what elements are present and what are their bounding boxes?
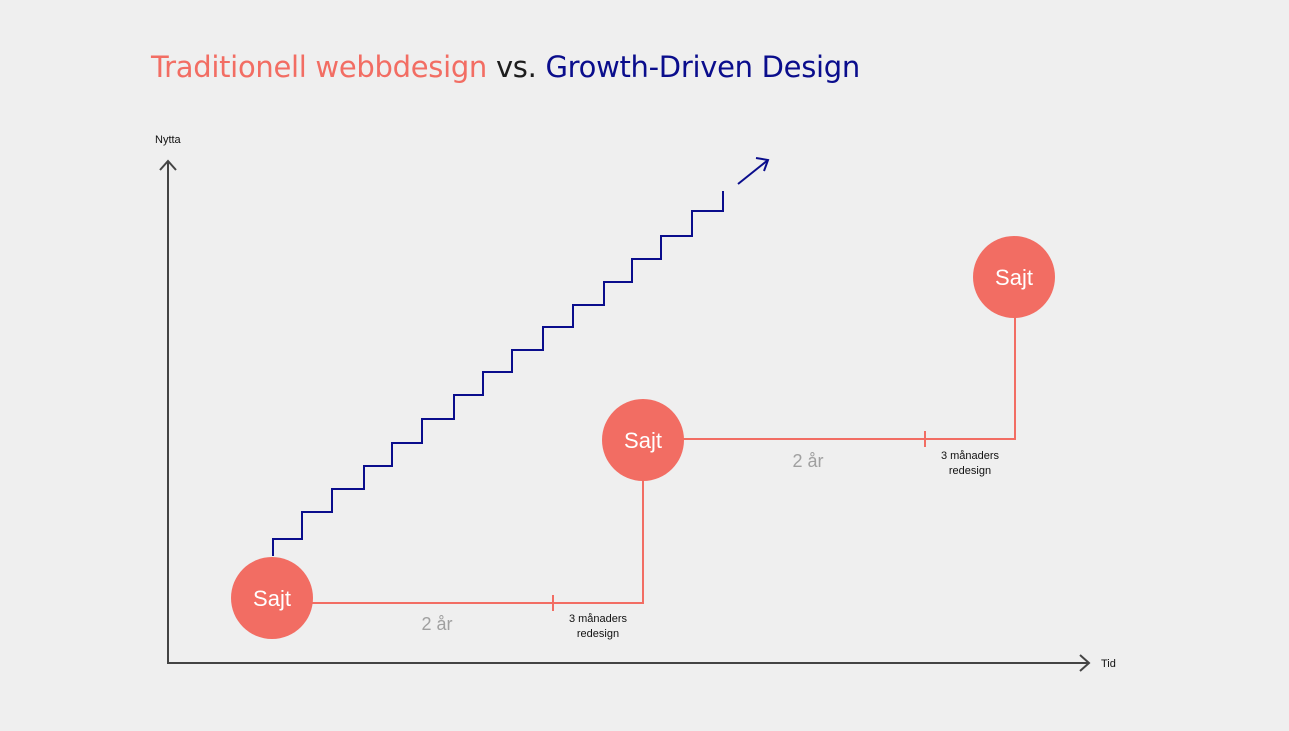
traditional-series [312, 316, 1016, 611]
site-node-circle [973, 236, 1055, 318]
growth-driven-arrowhead [755, 157, 770, 172]
site-node-circle [602, 399, 684, 481]
site-node-label: Sajt [253, 586, 291, 611]
title-traditional: Traditionell webbdesign [151, 50, 488, 84]
site-node-label: Sajt [624, 428, 662, 453]
site-node-3: Sajt [973, 236, 1055, 318]
growth-driven-series [272, 157, 770, 556]
duration-label-2: 2 år [792, 451, 823, 471]
site-node-label: Sajt [995, 265, 1033, 290]
diagram-title: Traditionell webbdesign vs. Growth-Drive… [151, 50, 860, 84]
duration-label-1: 2 år [421, 614, 452, 634]
x-axis-label: Tid [1101, 658, 1116, 670]
title-growth-driven: Growth-Driven Design [545, 50, 860, 84]
y-axis-arrowhead [159, 159, 177, 171]
redesign-label-2-line2: redesign [949, 465, 991, 477]
redesign-label-1-line1: 3 månaders [569, 613, 628, 625]
site-node-1: Sajt [231, 557, 313, 639]
site-node-circle [231, 557, 313, 639]
traditional-connector-2 [682, 316, 1016, 440]
axes [159, 159, 1091, 672]
growth-driven-trend-arrow [737, 159, 769, 185]
redesign-label-2-line1: 3 månaders [941, 450, 1000, 462]
traditional-connector-1 [312, 478, 644, 604]
y-axis-label: Nytta [155, 134, 182, 146]
title-vs: vs. [487, 50, 546, 84]
site-node-2: Sajt [602, 399, 684, 481]
redesign-label-1-line2: redesign [577, 628, 619, 640]
growth-driven-staircase [272, 191, 724, 556]
x-axis-arrowhead [1079, 654, 1091, 672]
